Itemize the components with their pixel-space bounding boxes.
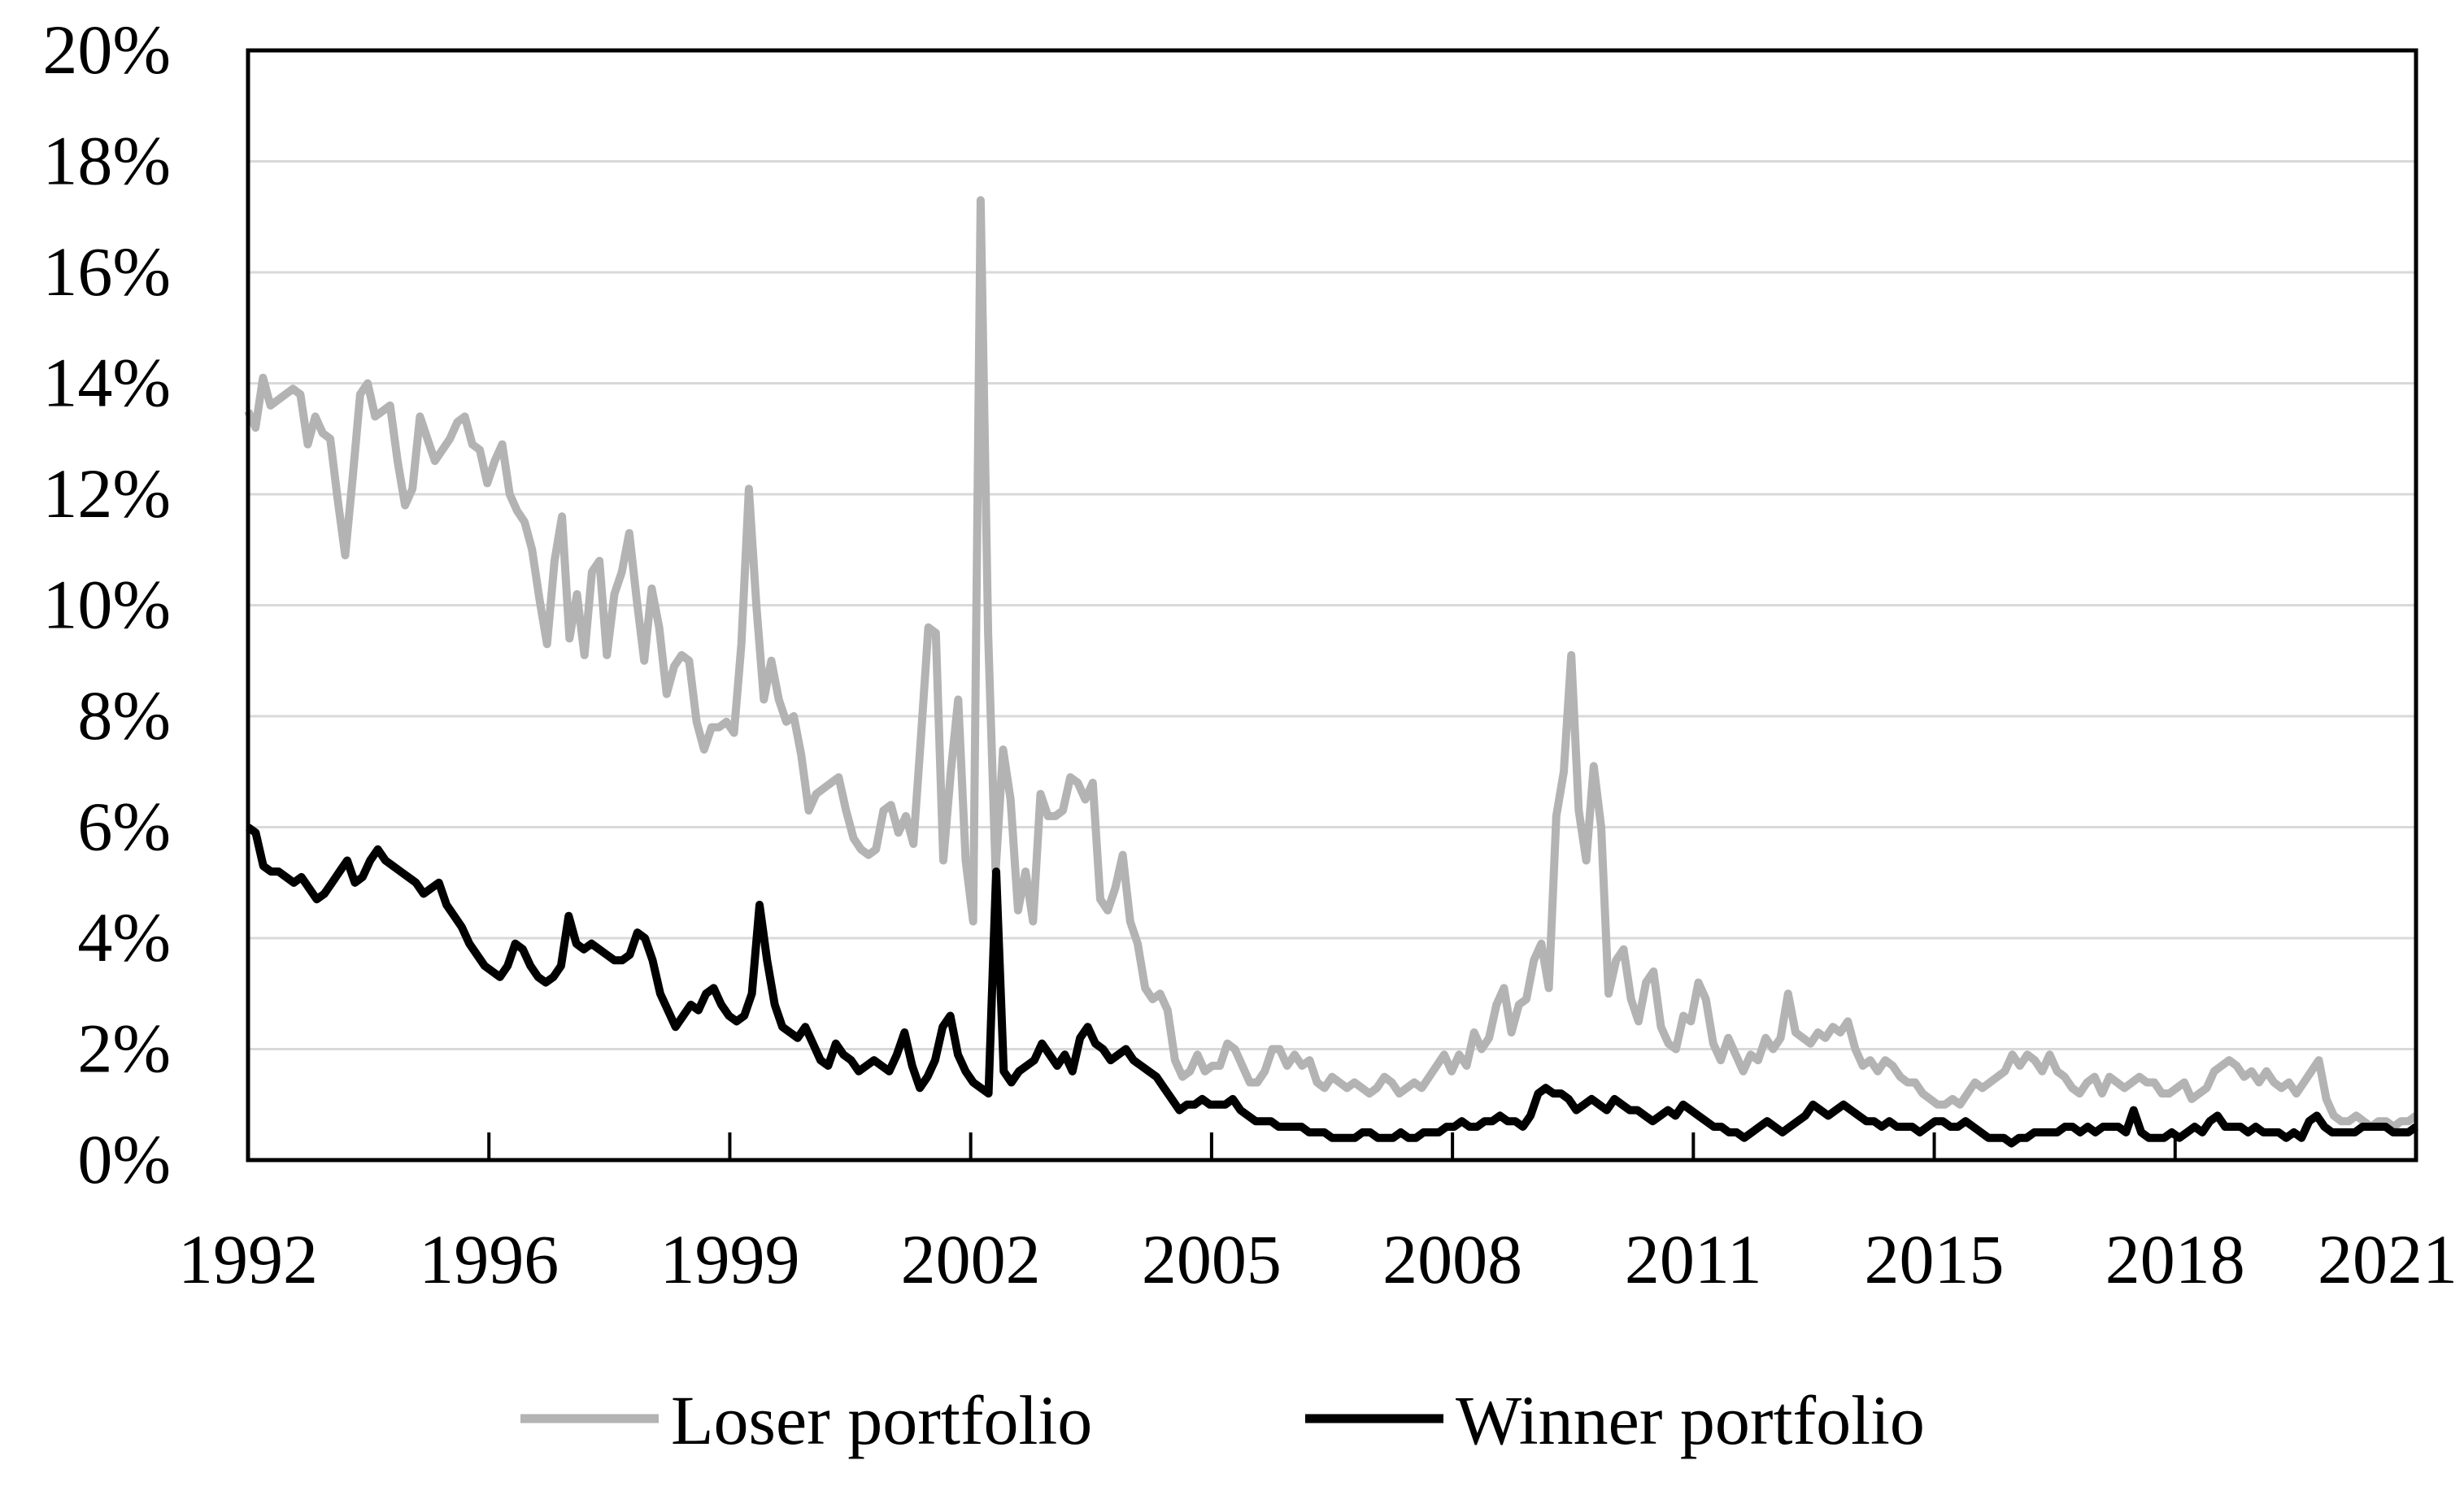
y-tick-label: 2% — [77, 1010, 171, 1088]
y-tick-label: 18% — [42, 122, 171, 200]
y-tick-label: 8% — [77, 676, 171, 754]
series-line-loser — [244, 196, 2418, 1131]
plot-frame — [246, 48, 2418, 1163]
x-axis-ticks: 1992 1996 1999 2002 2005 2008 2011 2015 2018 2021 — [178, 1132, 2457, 1298]
y-tick-label: 20% — [42, 11, 171, 89]
x-tick-label: 1992 — [178, 1220, 318, 1298]
x-tick-label: 2008 — [1382, 1220, 1522, 1298]
y-tick-label: 6% — [77, 788, 171, 866]
y-axis-ticks: 0% 2% 4% 6% 8% 10% 12% 14% 16% 18% 20% — [42, 11, 171, 1198]
x-tick-label: 1999 — [660, 1220, 799, 1298]
y-tick-label: 16% — [42, 233, 171, 311]
legend-label-winner: Winner portfolio — [1456, 1381, 1925, 1459]
x-tick-label: 2002 — [901, 1220, 1041, 1298]
x-tick-label: 2015 — [1865, 1220, 2005, 1298]
series-line-winner — [246, 824, 2418, 1148]
x-tick-label: 2018 — [2105, 1220, 2245, 1298]
series-group — [244, 196, 2418, 1148]
y-tick-label: 0% — [77, 1120, 171, 1198]
x-tick-label: 1996 — [419, 1220, 559, 1298]
y-tick-label: 14% — [42, 344, 171, 422]
y-tick-label: 4% — [77, 898, 171, 976]
x-tick-label: 2011 — [1625, 1220, 1762, 1298]
legend-label-loser: Loser portfolio — [671, 1381, 1092, 1459]
x-tick-label: 2021 — [2318, 1220, 2457, 1298]
legend: Loser portfolio Winner portfolio — [520, 1381, 1925, 1459]
y-tick-label: 12% — [42, 454, 171, 532]
x-tick-label: 2005 — [1142, 1220, 1282, 1298]
y-tick-label: 10% — [42, 566, 171, 644]
